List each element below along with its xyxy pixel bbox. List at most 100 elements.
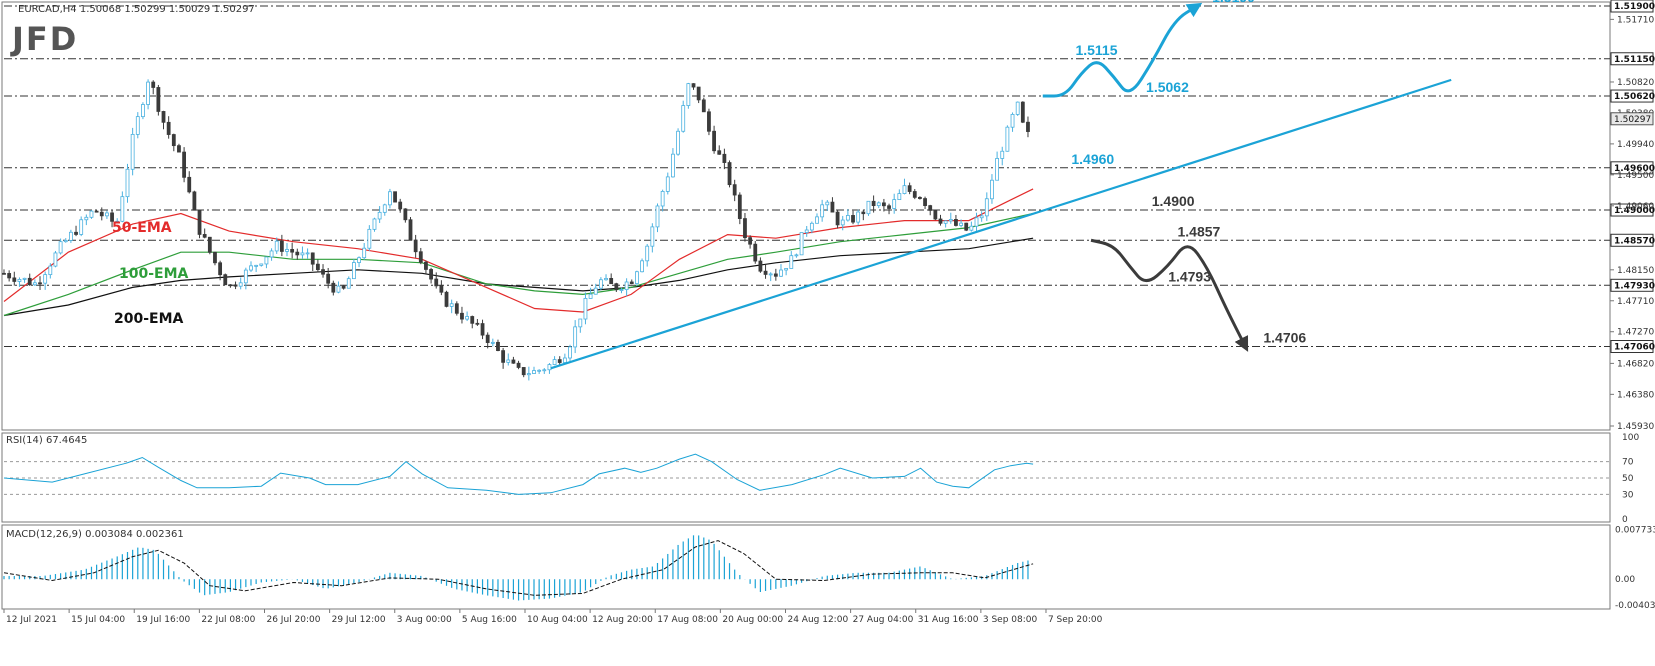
candle-body <box>912 191 917 198</box>
candle-body <box>948 219 953 222</box>
candle-body <box>758 260 763 272</box>
candle-body <box>429 269 433 280</box>
ema-layer <box>3 188 1034 317</box>
rsi-layer: 100 70 50 30 0 <box>3 433 1639 525</box>
candle-body <box>588 293 593 299</box>
candle-body <box>578 318 583 328</box>
macd-panel <box>1 524 1611 610</box>
candle-body <box>753 243 758 262</box>
price-tick-label: 1.48150 <box>1617 266 1654 276</box>
candle-body <box>17 279 22 282</box>
candle-body <box>43 274 48 284</box>
candle-body <box>918 196 922 199</box>
candle-body <box>156 87 161 112</box>
candle-body <box>768 273 773 276</box>
rsi-label: RSI(14) 67.4645 <box>6 435 87 446</box>
rsi-tick-label: 50 <box>1622 474 1634 484</box>
level-box <box>1610 0 1654 13</box>
candle-body <box>511 359 516 364</box>
time-tick-label: 26 Jul 20:00 <box>266 615 320 625</box>
candle-body <box>187 176 192 193</box>
candle-body <box>166 121 171 135</box>
level-label-upper: 1.5190 <box>1212 0 1255 5</box>
time-tick-label: 22 Jul 08:00 <box>201 615 255 625</box>
macd-signal-line <box>3 540 1034 596</box>
candle-body <box>254 264 259 267</box>
candle-body <box>856 211 861 223</box>
candle-body <box>223 274 228 286</box>
candle-body <box>243 269 248 284</box>
scenario-up-arrow <box>1042 2 1203 98</box>
price-tick-label: 1.46820 <box>1617 359 1654 369</box>
candle-body <box>68 231 73 241</box>
candle-body <box>722 153 727 163</box>
candle-body <box>238 282 243 287</box>
rsi-tick-label: 70 <box>1622 458 1634 468</box>
price-tick-label: 1.49940 <box>1617 140 1654 150</box>
price-tick-label: 1.47710 <box>1617 297 1654 307</box>
candle-body <box>53 252 58 267</box>
candle-body <box>902 185 907 194</box>
rsi-line <box>3 453 1034 495</box>
candle-body <box>213 251 217 264</box>
candle-body <box>269 250 274 258</box>
candle-body <box>357 257 361 263</box>
candle-body <box>135 116 140 135</box>
candle-body <box>665 176 670 192</box>
price-tick-label: 1.49500 <box>1617 171 1654 181</box>
candle-body <box>974 217 979 227</box>
candle-body <box>74 231 78 235</box>
candle-body <box>640 260 644 273</box>
candle-body <box>315 263 320 271</box>
candle-body <box>264 256 269 265</box>
current-price-label: 1.50297 <box>1614 115 1651 125</box>
candle-body <box>146 81 150 105</box>
levels-layer: 1.51900 1.51150 1.50620 1.49600 1.49000 1.485… <box>4 0 1655 354</box>
candle-body <box>125 168 130 198</box>
level-label-lower: 1.4793 <box>1168 268 1211 284</box>
level-label-upper: 1.4960 <box>1071 151 1114 167</box>
ema100-label: 100-EMA <box>119 266 189 282</box>
candle-body <box>202 234 207 238</box>
candle-body <box>336 285 341 293</box>
candle-body <box>655 205 660 228</box>
time-tick-label: 3 Sep 08:00 <box>983 615 1038 625</box>
candle-body <box>326 273 331 284</box>
level-box-value: 1.47930 <box>1614 281 1655 291</box>
time-tick-label: 5 Aug 16:00 <box>462 615 517 625</box>
level-box-value: 1.48570 <box>1614 236 1655 246</box>
time-tick-label: 12 Jul 2021 <box>6 615 57 625</box>
candle-body <box>130 133 135 170</box>
level-label-lower: 1.4706 <box>1263 330 1306 346</box>
candle-body <box>521 367 526 376</box>
candle-body <box>305 252 310 255</box>
candle-body <box>285 249 289 252</box>
candle-body <box>871 200 876 207</box>
scenario-layer: 1.5190 1.5115 1.5062 1.4960 1.4900 1.4857 1.47… <box>1042 0 1306 352</box>
candle-body <box>192 191 197 211</box>
candle-body <box>367 228 372 249</box>
level-box <box>1610 233 1654 247</box>
candle-body <box>418 251 423 263</box>
candle-body <box>331 282 336 293</box>
candle-body <box>835 211 840 226</box>
time-tick-label: 24 Aug 12:00 <box>787 615 848 625</box>
candle-body <box>609 278 614 285</box>
candle-body <box>460 312 464 320</box>
candle-body <box>12 277 17 282</box>
time-tick-label: 10 Aug 04:00 <box>527 615 588 625</box>
candle-body <box>779 269 783 277</box>
candle-body <box>434 278 439 287</box>
candle-body <box>372 218 377 230</box>
candle-body <box>691 83 696 88</box>
candle-body <box>943 220 948 224</box>
candle-body <box>506 359 511 363</box>
candle-body <box>38 282 42 285</box>
candle-body <box>449 303 454 307</box>
candle-body <box>794 254 799 257</box>
time-tick-label: 15 Jul 04:00 <box>71 615 125 625</box>
candle-body <box>413 239 418 253</box>
candle-body <box>403 208 408 221</box>
candle-body <box>79 219 84 235</box>
